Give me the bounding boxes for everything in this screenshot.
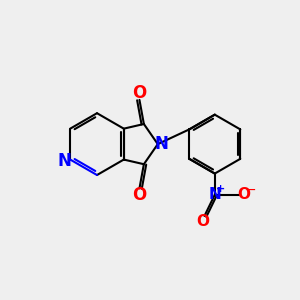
Text: O: O	[132, 186, 147, 204]
Text: N: N	[208, 187, 221, 202]
Text: +: +	[216, 184, 225, 194]
Text: N: N	[154, 135, 168, 153]
Text: O: O	[132, 84, 147, 102]
Text: O: O	[196, 214, 209, 229]
Text: O: O	[238, 187, 251, 202]
Text: −: −	[247, 184, 256, 194]
Text: N: N	[58, 152, 72, 170]
